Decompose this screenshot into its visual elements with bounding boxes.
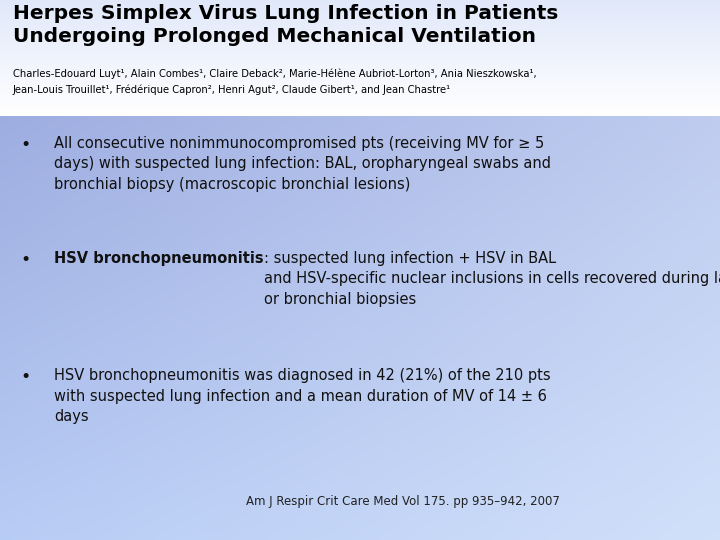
Text: Undergoing Prolonged Mechanical Ventilation: Undergoing Prolonged Mechanical Ventilat… [13, 27, 536, 46]
Text: Am J Respir Crit Care Med Vol 175. pp 935–942, 2007: Am J Respir Crit Care Med Vol 175. pp 93… [246, 495, 560, 508]
Text: •: • [20, 251, 30, 269]
Text: Jean-Louis Trouillet¹, Frédérique Capron², Henri Agut², Claude Gibert¹, and Jean: Jean-Louis Trouillet¹, Frédérique Capron… [13, 84, 451, 94]
Text: HSV bronchopneumonitis was diagnosed in 42 (21%) of the 210 pts
with suspected l: HSV bronchopneumonitis was diagnosed in … [54, 368, 551, 424]
Text: •: • [20, 136, 30, 154]
Text: All consecutive nonimmunocompromised pts (receiving MV for ≥ 5
days) with suspec: All consecutive nonimmunocompromised pts… [54, 136, 551, 192]
Text: •: • [20, 368, 30, 386]
Text: Charles-Edouard Luyt¹, Alain Combes¹, Claire Deback², Marie-Hélène Aubriot-Lorto: Charles-Edouard Luyt¹, Alain Combes¹, Cl… [13, 68, 536, 78]
Text: : suspected lung infection + HSV in BAL
and HSV-specific nuclear inclusions in c: : suspected lung infection + HSV in BAL … [264, 251, 720, 307]
Text: HSV bronchopneumonitis: HSV bronchopneumonitis [54, 251, 264, 266]
Text: Herpes Simplex Virus Lung Infection in Patients: Herpes Simplex Virus Lung Infection in P… [13, 4, 558, 23]
